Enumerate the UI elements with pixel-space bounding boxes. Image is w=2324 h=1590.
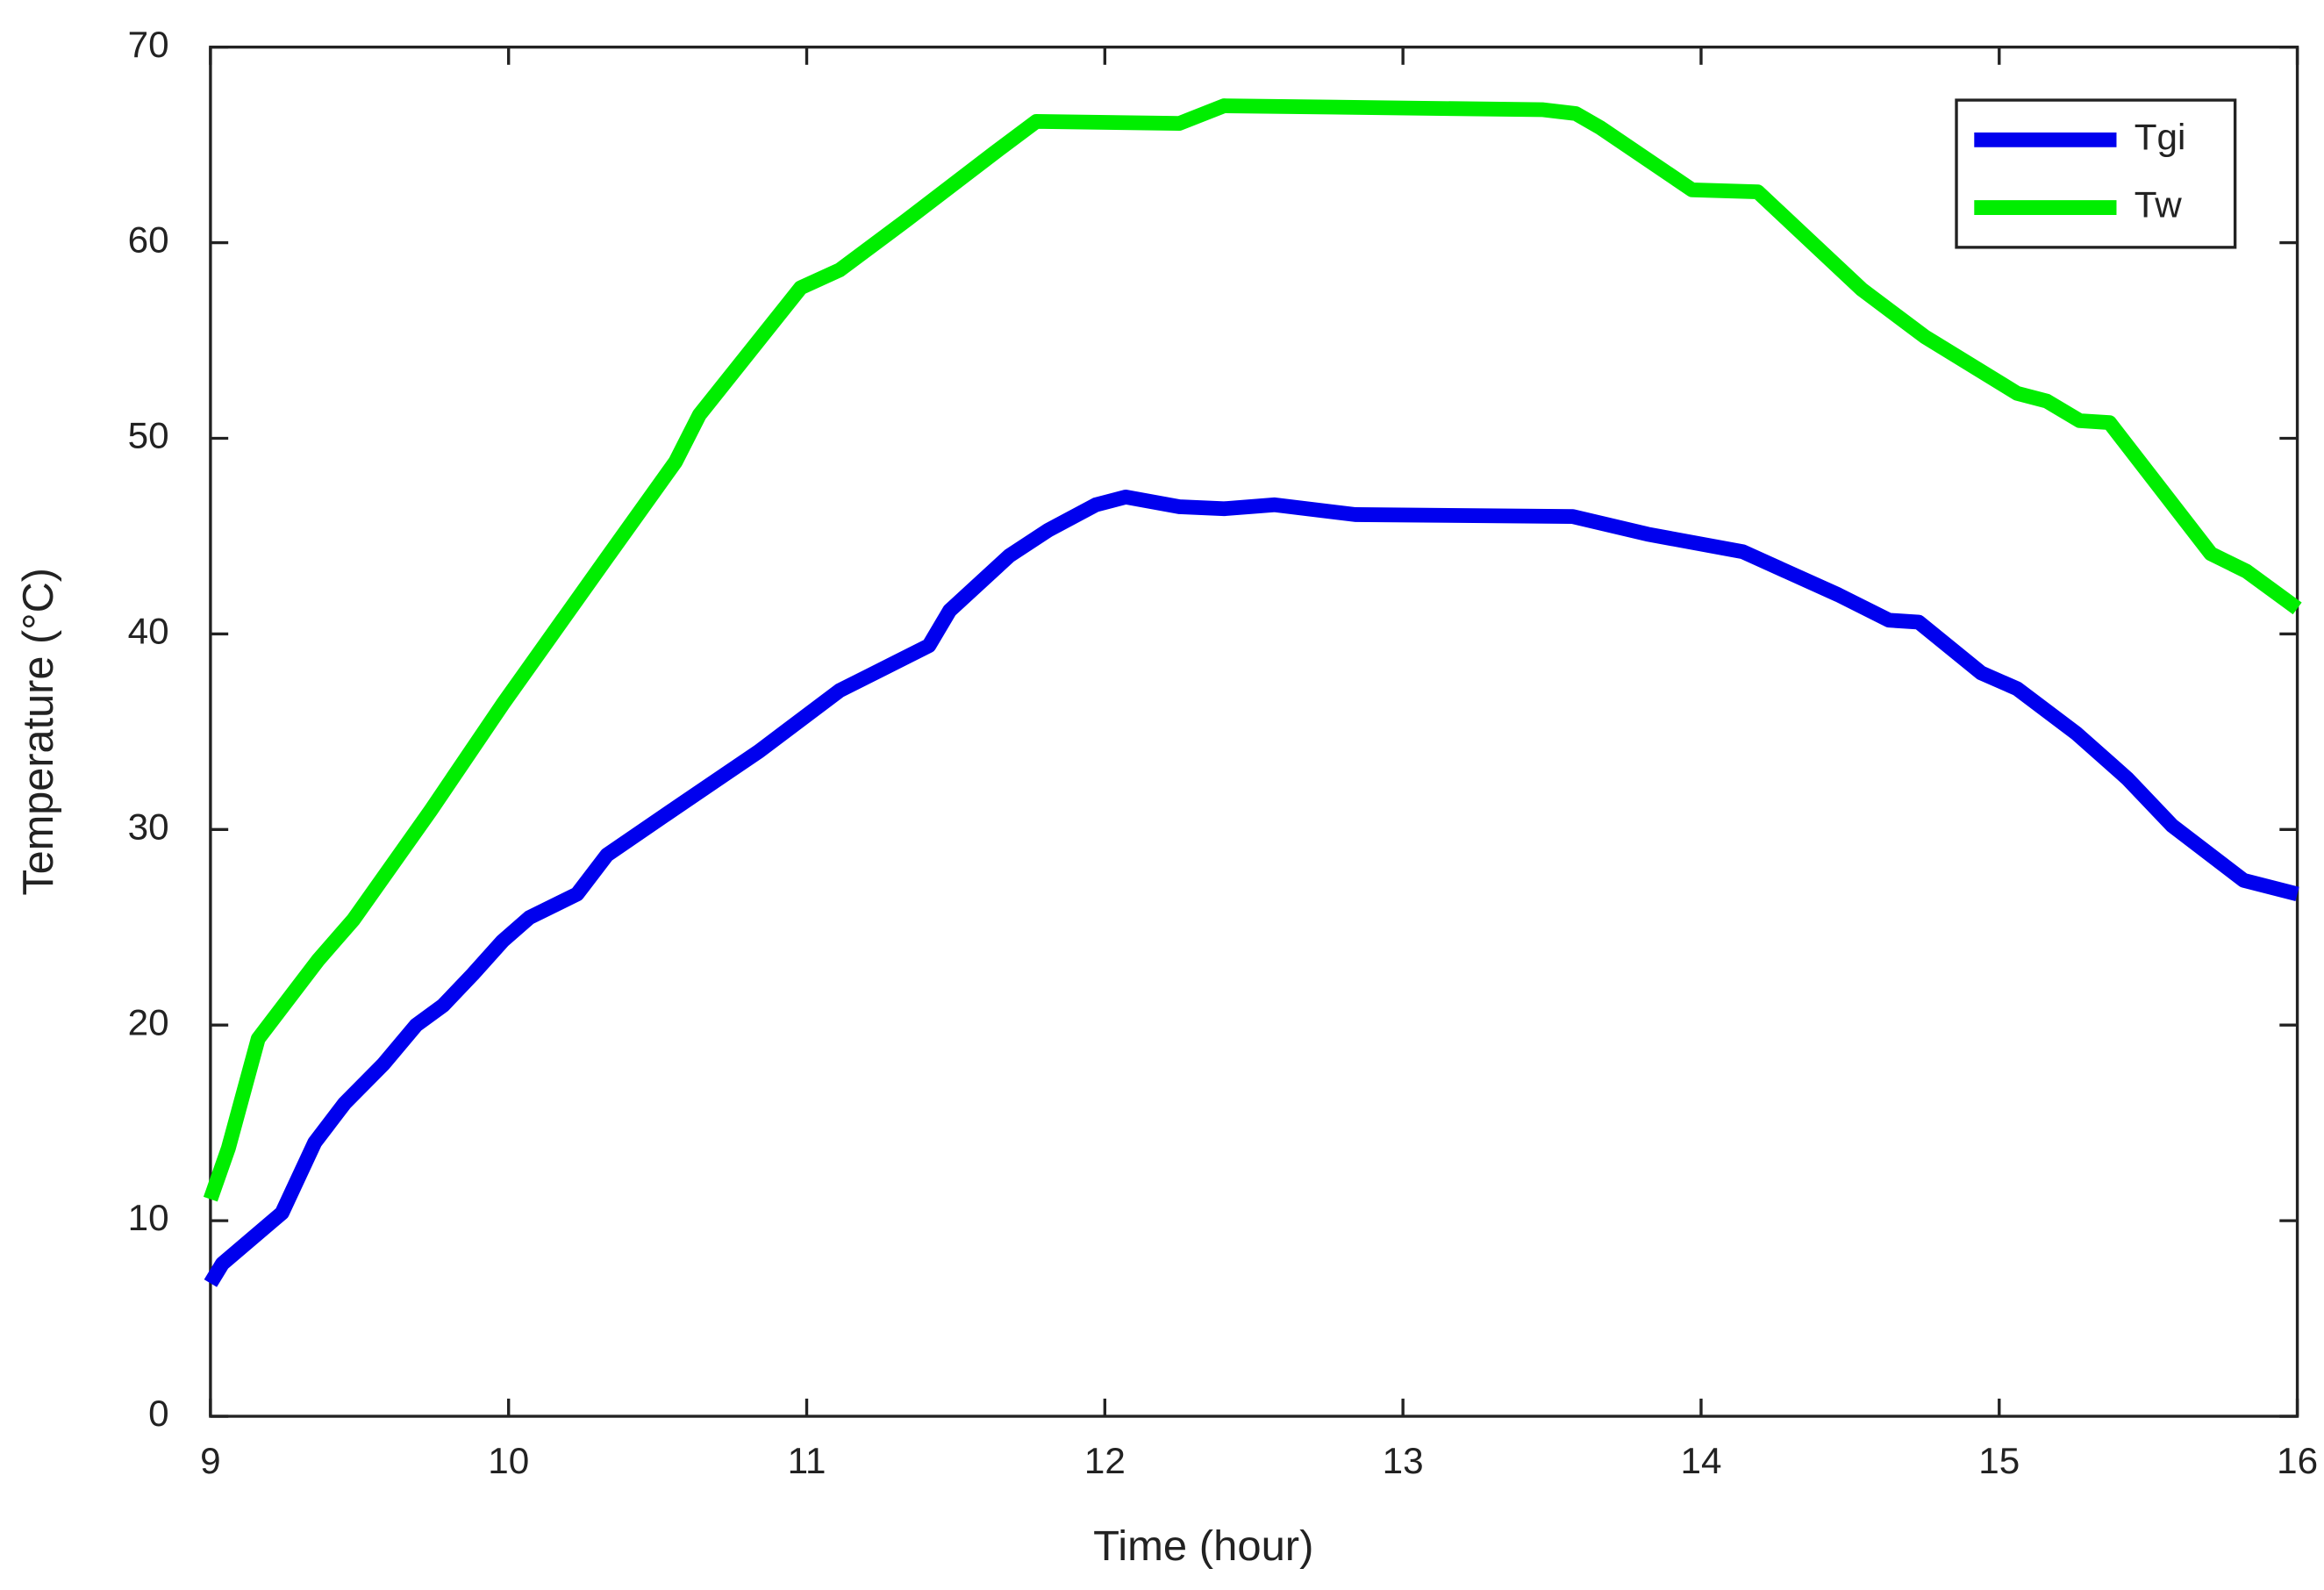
y-tick-label: 40: [128, 611, 169, 652]
x-tick-label: 15: [1978, 1440, 2020, 1481]
legend-box: [1955, 98, 2237, 249]
data-line: [204, 489, 2299, 1287]
y-tick-label: 70: [128, 24, 169, 65]
x-axis-label: Time (hour): [1093, 1522, 1313, 1570]
plot-frame: [209, 46, 2299, 1418]
x-tick-label: 16: [2277, 1440, 2318, 1481]
y-tick-label: 10: [128, 1197, 169, 1238]
y-tick-label: 30: [128, 806, 169, 848]
y-tick-label: 50: [128, 415, 169, 456]
x-tick-label: 14: [1680, 1440, 1721, 1481]
y-axis-label: Temperature (°C): [15, 568, 62, 896]
legend-label: Tw: [2135, 184, 2183, 226]
y-tick-label: 60: [128, 219, 169, 261]
x-tick-label: 9: [200, 1440, 220, 1481]
x-tick-label: 11: [788, 1440, 826, 1481]
x-tick-label: 13: [1383, 1440, 1424, 1481]
data-line: [203, 98, 2302, 1202]
y-tick-label: 20: [128, 1001, 169, 1042]
x-tick-label: 12: [1084, 1440, 1126, 1481]
y-tick-label: 0: [148, 1393, 168, 1434]
legend-label: Tgi: [2135, 117, 2186, 158]
x-tick-label: 10: [488, 1440, 529, 1481]
